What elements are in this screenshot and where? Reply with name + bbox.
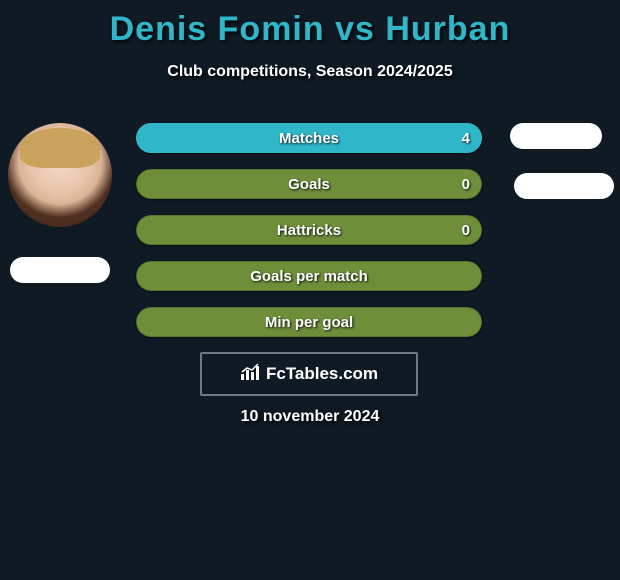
stat-label: Matches xyxy=(136,123,482,153)
stat-row: Goals0 xyxy=(136,169,482,199)
player-left-avatar xyxy=(8,123,112,227)
brand-text: FcTables.com xyxy=(266,364,378,384)
stat-label: Goals xyxy=(136,169,482,199)
stat-row: Goals per match xyxy=(136,261,482,291)
stat-label: Goals per match xyxy=(136,261,482,291)
stat-bars: Matches4Goals0Hattricks0Goals per matchM… xyxy=(136,123,482,353)
page-title: Denis Fomin vs Hurban xyxy=(0,0,620,49)
brand-chart-icon xyxy=(240,363,262,386)
player-left-name-pill xyxy=(10,257,110,283)
stat-row: Min per goal xyxy=(136,307,482,337)
stat-value-right: 0 xyxy=(462,215,470,245)
date-line: 10 november 2024 xyxy=(0,408,620,426)
stat-row: Matches4 xyxy=(136,123,482,153)
stat-value-right: 4 xyxy=(462,123,470,153)
brand-box: FcTables.com xyxy=(200,352,418,396)
page-subtitle: Club competitions, Season 2024/2025 xyxy=(0,63,620,81)
stat-label: Min per goal xyxy=(136,307,482,337)
player-right-name-pill-2 xyxy=(514,173,614,199)
stat-value-right: 0 xyxy=(462,169,470,199)
stat-label: Hattricks xyxy=(136,215,482,245)
player-right-name-pill-1 xyxy=(510,123,602,149)
stat-row: Hattricks0 xyxy=(136,215,482,245)
player-left-panel xyxy=(6,123,114,288)
comparison-infographic: Denis Fomin vs Hurban Club competitions,… xyxy=(0,0,620,580)
